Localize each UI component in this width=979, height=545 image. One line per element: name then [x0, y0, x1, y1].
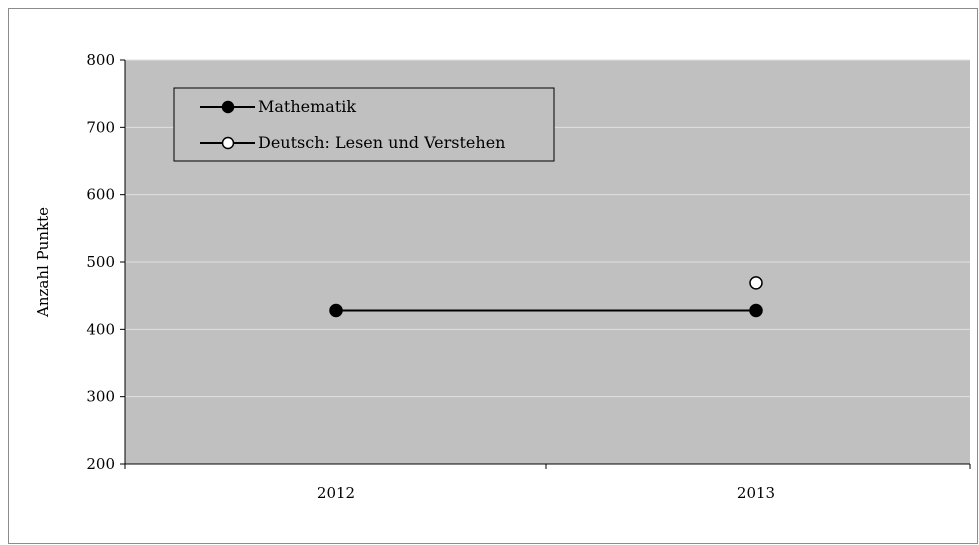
y-tick-label: 200	[86, 455, 115, 473]
x-tick-labels: 2012 2013	[317, 484, 775, 502]
data-point-open	[749, 276, 763, 290]
x-tick-label: 2012	[317, 484, 355, 502]
data-point-filled	[749, 303, 763, 318]
series-layer	[329, 276, 763, 318]
x-tick-label: 2013	[737, 484, 775, 502]
legend-label: Deutsch: Lesen und Verstehen	[258, 133, 505, 152]
y-tick-label: 400	[86, 320, 115, 338]
y-tick-label: 300	[86, 388, 115, 406]
y-tick-label: 500	[86, 253, 115, 271]
legend-box	[173, 87, 555, 162]
y-tick-label: 800	[86, 51, 115, 69]
axes	[120, 59, 971, 469]
y-tick-label: 600	[86, 186, 115, 204]
data-point-filled	[329, 303, 343, 318]
y-tick-label: 700	[86, 118, 115, 136]
legend-marker	[221, 136, 235, 150]
legend-label: Mathematik	[258, 97, 356, 116]
y-axis-title: Anzahl Punkte	[34, 207, 52, 318]
legend-marker	[221, 100, 235, 114]
legend: Mathematik Deutsch: Lesen und Verstehen	[173, 87, 555, 162]
y-tick-labels: 200 300 400 500 600 700 800	[86, 51, 115, 473]
